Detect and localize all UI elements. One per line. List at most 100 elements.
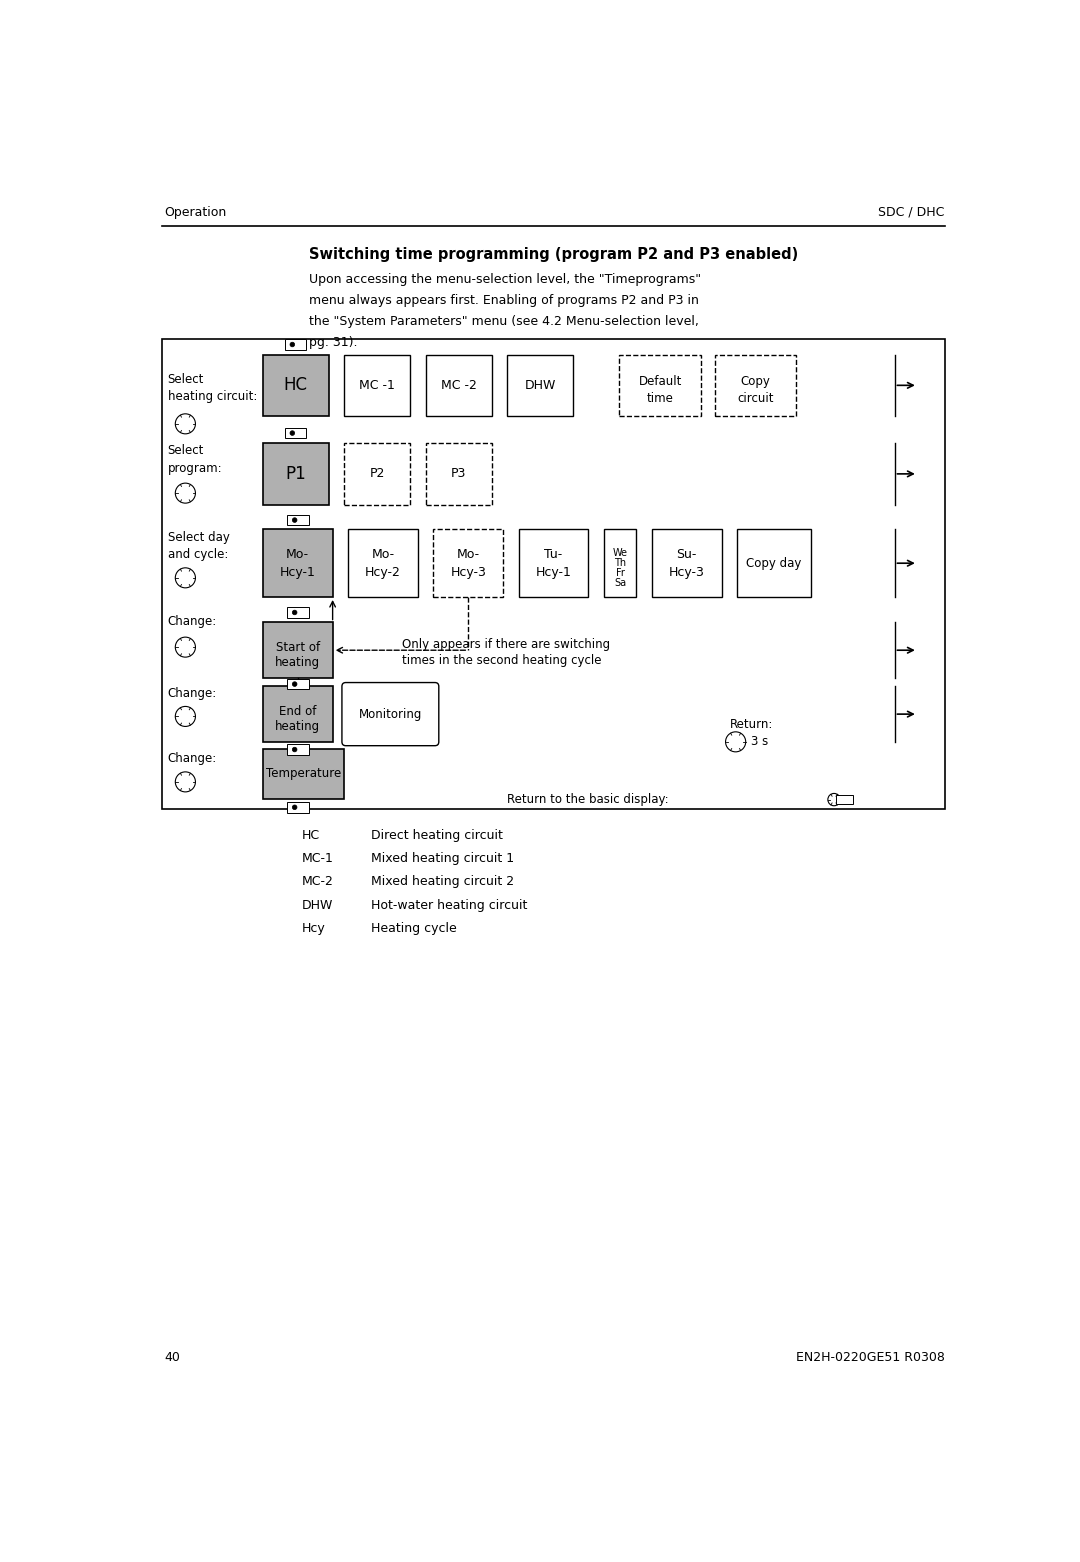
Bar xyxy=(287,679,309,689)
Bar xyxy=(345,355,410,415)
Text: SDC / DHC: SDC / DHC xyxy=(878,206,945,219)
Text: circuit: circuit xyxy=(738,392,773,405)
Text: P1: P1 xyxy=(285,465,307,483)
Bar xyxy=(284,339,307,350)
Text: Return:: Return: xyxy=(730,717,773,731)
Text: We: We xyxy=(612,548,627,558)
Text: Mo-: Mo- xyxy=(286,548,309,561)
Text: Hcy-1: Hcy-1 xyxy=(536,565,571,580)
Circle shape xyxy=(293,517,297,522)
Bar xyxy=(619,355,701,415)
Circle shape xyxy=(293,747,297,751)
Text: Tu-: Tu- xyxy=(544,548,563,561)
Text: MC -1: MC -1 xyxy=(360,380,395,392)
Text: Switching time programming (program P2 and P3 enabled): Switching time programming (program P2 a… xyxy=(309,247,798,262)
Text: Direct heating circuit: Direct heating circuit xyxy=(372,829,503,842)
Text: P3: P3 xyxy=(450,467,467,481)
Text: Operation: Operation xyxy=(164,206,227,219)
FancyBboxPatch shape xyxy=(342,683,438,745)
Text: End of: End of xyxy=(279,704,316,717)
Text: Change:: Change: xyxy=(167,615,217,628)
Text: Change:: Change: xyxy=(167,687,217,700)
Text: times in the second heating cycle: times in the second heating cycle xyxy=(403,654,602,667)
Text: 40: 40 xyxy=(164,1351,180,1364)
Bar xyxy=(262,686,333,742)
Bar xyxy=(287,801,309,812)
Text: Hcy-1: Hcy-1 xyxy=(280,565,315,580)
Text: Hcy-3: Hcy-3 xyxy=(450,565,486,580)
Text: MC -2: MC -2 xyxy=(441,380,476,392)
Text: Select: Select xyxy=(167,373,204,386)
Bar xyxy=(262,444,328,505)
Bar xyxy=(426,444,491,505)
Text: Hot-water heating circuit: Hot-water heating circuit xyxy=(372,898,528,912)
Text: the "System Parameters" menu (see 4.2 Menu-selection level,: the "System Parameters" menu (see 4.2 Me… xyxy=(309,316,699,328)
Text: MC-1: MC-1 xyxy=(301,853,334,865)
Text: Heating cycle: Heating cycle xyxy=(372,922,457,934)
Text: HC: HC xyxy=(301,829,320,842)
Text: Monitoring: Monitoring xyxy=(359,708,422,720)
Bar xyxy=(836,795,853,804)
Bar xyxy=(162,339,945,809)
Bar xyxy=(348,530,418,597)
Bar xyxy=(287,608,309,619)
Text: Select: Select xyxy=(167,444,204,458)
Bar xyxy=(262,748,345,798)
Text: DHW: DHW xyxy=(524,380,555,392)
Text: Hcy: Hcy xyxy=(301,922,325,934)
Text: EN2H-0220GE51 R0308: EN2H-0220GE51 R0308 xyxy=(796,1351,945,1364)
Bar xyxy=(345,444,410,505)
Bar xyxy=(262,355,328,415)
Bar xyxy=(262,530,333,597)
Circle shape xyxy=(291,342,295,347)
Text: Change:: Change: xyxy=(167,753,217,765)
Text: Hcy-3: Hcy-3 xyxy=(669,565,705,580)
Text: Default: Default xyxy=(638,375,681,387)
Circle shape xyxy=(291,431,295,436)
Text: Th: Th xyxy=(615,558,626,569)
Text: Copy: Copy xyxy=(741,375,770,387)
Text: Fr: Fr xyxy=(616,569,624,578)
Text: P2: P2 xyxy=(369,467,384,481)
Text: program:: program: xyxy=(167,462,222,475)
Bar xyxy=(284,428,307,439)
Bar xyxy=(738,530,811,597)
Text: heating: heating xyxy=(275,656,321,669)
Text: Select day: Select day xyxy=(167,531,229,544)
Text: Copy day: Copy day xyxy=(746,556,801,570)
Bar xyxy=(262,623,333,678)
Circle shape xyxy=(293,804,297,809)
Text: HC: HC xyxy=(284,376,308,394)
Text: Mo-: Mo- xyxy=(457,548,480,561)
Text: 3 s: 3 s xyxy=(751,736,768,748)
Text: Start of: Start of xyxy=(275,640,320,653)
Text: heating circuit:: heating circuit: xyxy=(167,390,257,403)
Bar xyxy=(518,530,589,597)
Text: Hcy-2: Hcy-2 xyxy=(365,565,401,580)
Text: pg. 31).: pg. 31). xyxy=(309,336,357,348)
Text: Upon accessing the menu-selection level, the "Timeprograms": Upon accessing the menu-selection level,… xyxy=(309,273,702,286)
Text: Only appears if there are switching: Only appears if there are switching xyxy=(403,639,610,651)
Bar xyxy=(426,355,491,415)
Text: MC-2: MC-2 xyxy=(301,875,334,889)
Bar xyxy=(287,744,309,754)
Text: time: time xyxy=(647,392,674,405)
Text: Return to the basic display:: Return to the basic display: xyxy=(507,793,669,806)
Text: Mo-: Mo- xyxy=(372,548,394,561)
Text: and cycle:: and cycle: xyxy=(167,548,228,561)
Text: Temperature: Temperature xyxy=(266,767,341,781)
Circle shape xyxy=(293,681,297,686)
Bar xyxy=(715,355,796,415)
Text: Su-: Su- xyxy=(676,548,697,561)
Text: heating: heating xyxy=(275,720,321,733)
Bar xyxy=(287,515,309,525)
Bar xyxy=(433,530,503,597)
Text: DHW: DHW xyxy=(301,898,333,912)
Text: Mixed heating circuit 2: Mixed heating circuit 2 xyxy=(372,875,514,889)
Circle shape xyxy=(293,611,297,615)
Text: Mixed heating circuit 1: Mixed heating circuit 1 xyxy=(372,853,514,865)
Text: menu always appears first. Enabling of programs P2 and P3 in: menu always appears first. Enabling of p… xyxy=(309,294,699,308)
Text: Sa: Sa xyxy=(615,578,626,589)
Bar xyxy=(604,530,636,597)
Bar xyxy=(652,530,721,597)
